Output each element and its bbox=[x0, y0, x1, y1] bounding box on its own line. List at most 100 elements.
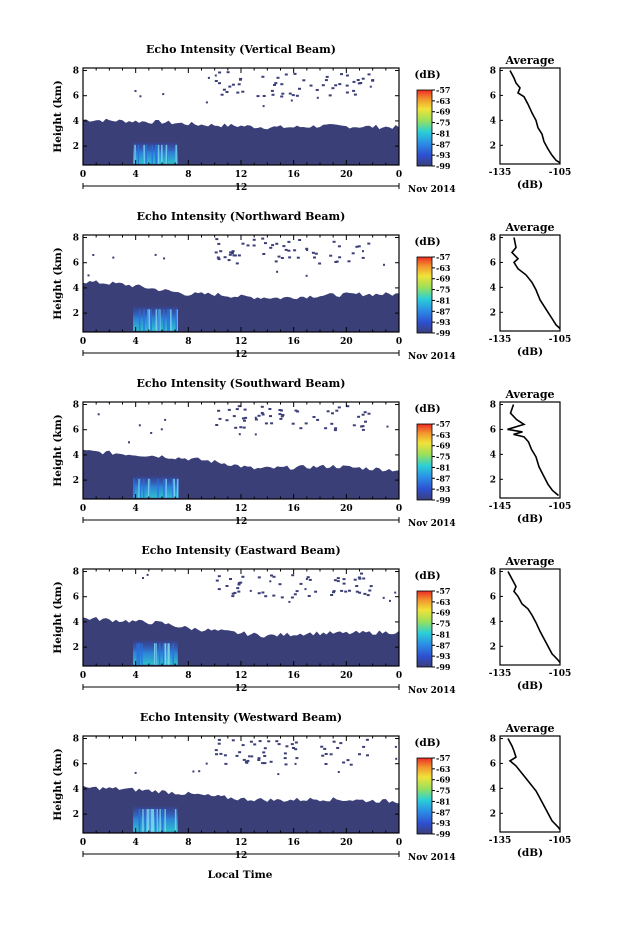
cloud-echo bbox=[231, 83, 235, 86]
cloud-echo bbox=[292, 747, 295, 749]
cloud-echo bbox=[262, 105, 265, 108]
cloud-echo bbox=[318, 262, 322, 265]
x-tick-label: 8 bbox=[185, 337, 191, 347]
cloud-echo bbox=[280, 409, 283, 412]
cloud-echo bbox=[336, 580, 340, 583]
cloud-echo bbox=[205, 762, 208, 765]
x-tick-label: 0 bbox=[396, 504, 402, 514]
cloud-echo bbox=[254, 433, 257, 436]
date-label: 12 bbox=[235, 851, 248, 861]
core-streak bbox=[173, 478, 175, 498]
cloud-echo bbox=[154, 253, 157, 256]
cloud-echo bbox=[280, 95, 284, 98]
cloud-echo bbox=[308, 578, 312, 581]
x-tick-label: 12 bbox=[235, 337, 248, 347]
core-streak bbox=[138, 309, 141, 331]
y-tick-label: 8 bbox=[73, 568, 79, 578]
cloud-echo bbox=[134, 771, 137, 774]
core-streak bbox=[149, 809, 151, 832]
date-label: 12 bbox=[235, 517, 248, 527]
cloud-echo bbox=[253, 743, 257, 746]
cloud-echo bbox=[217, 258, 221, 261]
cloud-echo bbox=[283, 757, 287, 760]
core-streak bbox=[158, 309, 160, 331]
average-unit: (dB) bbox=[517, 847, 543, 859]
date-suffix: Nov 2014 bbox=[408, 519, 456, 529]
cloud-echo bbox=[262, 253, 266, 255]
cloud-echo bbox=[346, 405, 350, 408]
average-title: Average bbox=[504, 54, 554, 67]
cloud-echo bbox=[321, 84, 325, 87]
core-streak bbox=[157, 144, 160, 164]
cloud-echo bbox=[112, 256, 115, 259]
cloud-echo bbox=[269, 415, 272, 418]
cloud-echo bbox=[295, 94, 299, 97]
cloud-echo bbox=[332, 740, 336, 743]
y-tick-label: 8 bbox=[73, 234, 79, 244]
cloud-echo bbox=[223, 256, 227, 259]
average-y-tick-label: 4 bbox=[490, 784, 496, 794]
colorbar-tick-label: -93 bbox=[436, 484, 451, 494]
average-title: Average bbox=[504, 722, 554, 735]
average-title: Average bbox=[504, 555, 554, 568]
core-streak bbox=[163, 309, 165, 331]
cloud-echo bbox=[238, 433, 241, 436]
cloud-echo bbox=[284, 248, 288, 251]
core-streak bbox=[150, 309, 152, 331]
cloud-echo bbox=[306, 576, 310, 579]
cloud-echo bbox=[260, 412, 264, 414]
y-tick-label: 6 bbox=[73, 760, 79, 770]
cloud-echo bbox=[257, 757, 261, 760]
core-streak bbox=[138, 478, 140, 498]
average-unit: (dB) bbox=[517, 179, 543, 191]
cloud-echo bbox=[227, 408, 231, 411]
cloud-echo bbox=[237, 590, 241, 593]
cloud-echo bbox=[270, 89, 274, 92]
cloud-echo bbox=[238, 751, 242, 754]
cloud-echo bbox=[345, 91, 349, 94]
cloud-echo bbox=[217, 588, 221, 591]
cloud-echo bbox=[330, 594, 334, 596]
cloud-echo bbox=[302, 79, 306, 82]
date-suffix: Nov 2014 bbox=[408, 853, 456, 863]
cloud-echo bbox=[386, 425, 389, 428]
average-unit: (dB) bbox=[517, 346, 543, 358]
colorbar-tick-label: -81 bbox=[436, 128, 450, 138]
y-axis-label: Height (km) bbox=[52, 80, 64, 152]
colorbar-tick-label: -99 bbox=[436, 662, 451, 672]
cloud-echo bbox=[281, 92, 285, 95]
core-streak bbox=[156, 809, 158, 832]
x-tick-label: 0 bbox=[396, 170, 402, 180]
cloud-echo bbox=[275, 740, 279, 743]
cloud-echo bbox=[355, 245, 359, 248]
x-tick-label: 16 bbox=[287, 170, 300, 180]
cloud-echo bbox=[214, 74, 217, 77]
average-y-tick-label: 2 bbox=[490, 141, 496, 151]
core-streak bbox=[165, 144, 168, 164]
cloud-echo bbox=[92, 254, 95, 256]
cloud-echo bbox=[316, 96, 319, 99]
x-tick-label: 20 bbox=[340, 671, 353, 681]
cloud-echo bbox=[225, 419, 229, 422]
cloud-echo bbox=[394, 591, 397, 594]
colorbar-tick-label: -69 bbox=[436, 441, 451, 451]
cloud-echo bbox=[362, 577, 366, 580]
cloud-echo bbox=[336, 747, 340, 749]
cloud-echo bbox=[237, 583, 241, 586]
cloud-echo bbox=[305, 578, 308, 580]
cloud-echo bbox=[241, 575, 245, 578]
cloud-echo bbox=[272, 594, 276, 597]
core-streak bbox=[150, 809, 153, 832]
cloud-echo bbox=[299, 427, 303, 430]
average-profile-line bbox=[510, 237, 561, 330]
cloud-echo bbox=[217, 242, 221, 245]
cloud-echo bbox=[214, 80, 218, 82]
cloud-echo bbox=[223, 754, 227, 757]
y-tick-label: 8 bbox=[73, 67, 79, 77]
cloud-echo bbox=[367, 412, 371, 415]
cloud-echo bbox=[365, 738, 369, 741]
cloud-echo bbox=[335, 260, 339, 263]
average-x-tick-label: -105 bbox=[549, 168, 572, 178]
y-axis-label: Height (km) bbox=[52, 247, 64, 319]
cloud-echo bbox=[241, 417, 245, 420]
